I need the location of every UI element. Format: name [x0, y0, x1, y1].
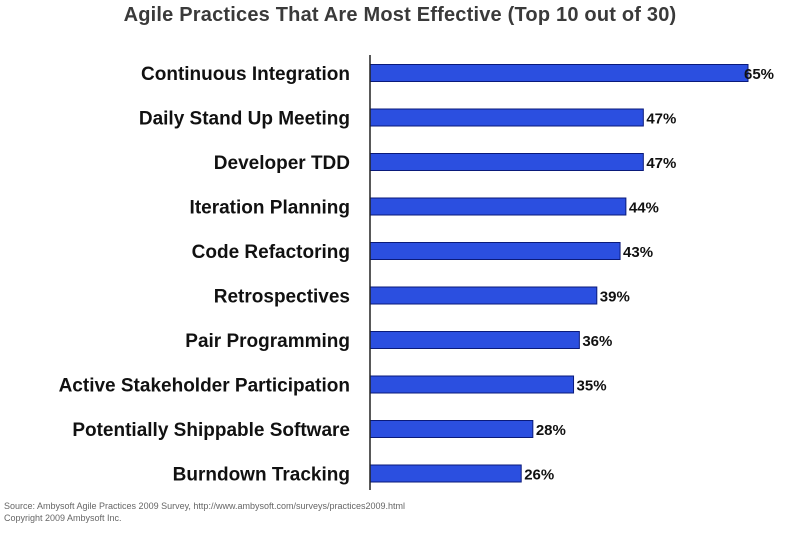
- bar: [369, 331, 580, 349]
- value-label: 47%: [646, 155, 676, 172]
- category-label: Potentially Shippable Software: [72, 420, 350, 441]
- category-label: Developer TDD: [214, 153, 350, 174]
- value-label: 26%: [524, 467, 554, 484]
- bar: [369, 197, 627, 216]
- category-label: Continuous Integration: [141, 64, 350, 85]
- bar: [369, 64, 749, 82]
- value-label: 43%: [623, 244, 653, 261]
- value-label: 28%: [536, 422, 566, 439]
- bar: [369, 375, 575, 394]
- bars: [369, 64, 749, 483]
- source-line: Source: Ambysoft Agile Practices 2009 Su…: [4, 501, 406, 511]
- bar: [369, 420, 534, 438]
- category-labels: Continuous Integration Daily Stand Up Mee…: [59, 64, 350, 486]
- bar: [369, 242, 621, 260]
- source-note: Source: Ambysoft Agile Practices 2009 Su…: [4, 500, 405, 524]
- value-label: 65%: [744, 66, 774, 83]
- category-label: Code Refactoring: [192, 242, 350, 263]
- chart-title: Agile Practices That Are Most Effective …: [123, 4, 677, 26]
- bar: [369, 286, 598, 305]
- bar: [369, 153, 644, 171]
- category-label: Daily Stand Up Meeting: [139, 109, 350, 130]
- bar: [369, 464, 522, 483]
- value-label: 47%: [646, 111, 676, 128]
- category-label: Pair Programming: [185, 331, 350, 352]
- category-label: Burndown Tracking: [173, 465, 350, 486]
- category-label: Active Stakeholder Participation: [59, 376, 350, 397]
- value-label: 35%: [577, 378, 607, 395]
- category-label: Retrospectives: [214, 287, 350, 308]
- value-label: 39%: [600, 289, 630, 306]
- value-labels: 65% 47% 47% 44% 43% 39% 36% 35% 28% 26%: [524, 66, 774, 484]
- value-label: 44%: [629, 200, 659, 217]
- category-label: Iteration Planning: [190, 198, 350, 219]
- copyright-line: Copyright 2009 Ambysoft Inc.: [4, 513, 122, 523]
- value-label: 36%: [582, 333, 612, 350]
- bar: [369, 108, 644, 127]
